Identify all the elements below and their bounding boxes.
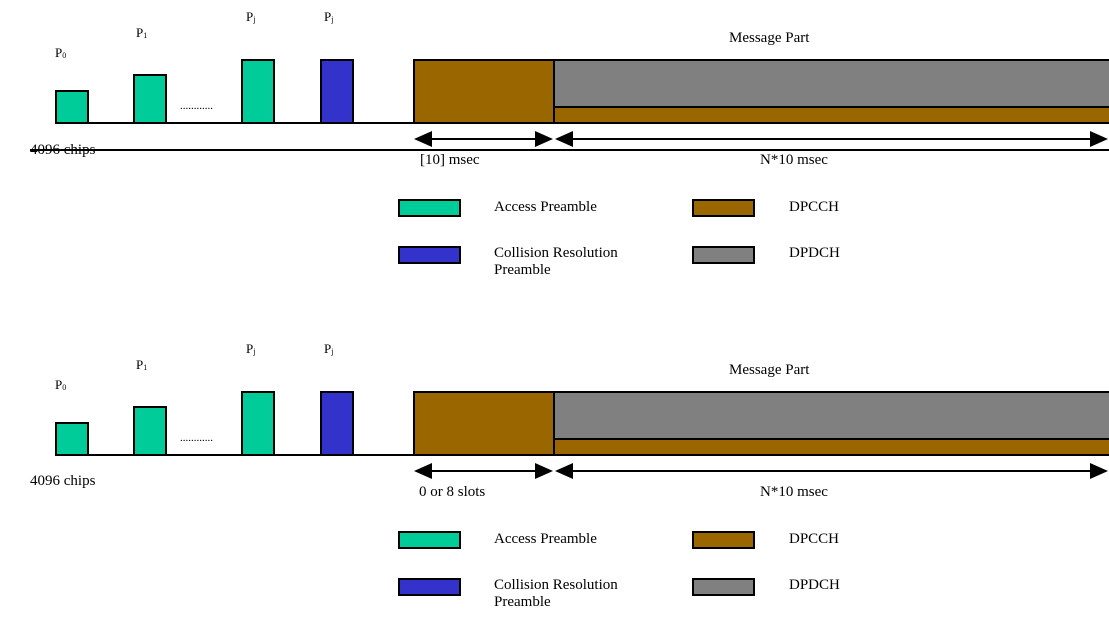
p0-label: P0 [55, 377, 67, 393]
collision-preamble-pj [320, 391, 354, 456]
second-duration-label: N*10 msec [760, 152, 828, 168]
legend-swatch-access-preamble [398, 199, 461, 217]
second-duration-label: N*10 msec [760, 484, 828, 500]
legend-label-access-preamble: Access Preamble [494, 531, 597, 547]
access-preamble-p1 [133, 406, 167, 456]
access-preamble-p1 [133, 74, 167, 124]
access-preamble-p0 [55, 90, 89, 124]
p0-label: P0 [55, 45, 67, 61]
dpcch-block-initial [413, 59, 555, 124]
legend-swatch-dpcch [692, 199, 755, 217]
ellipsis-dots: ............ [180, 100, 213, 112]
pj-label-access: Pj [246, 9, 256, 25]
legend-swatch-dpcch [692, 531, 755, 549]
access-preamble-pj [241, 59, 275, 124]
dpcch-block-initial [413, 391, 555, 456]
legend-label-dpcch: DPCCH [789, 531, 840, 547]
collision-preamble-pj [320, 59, 354, 124]
baseline-segment [165, 122, 243, 124]
baseline-segment [165, 454, 243, 456]
duration-arrows [414, 463, 1108, 479]
duration-arrows [414, 131, 1108, 147]
baseline-segment [352, 122, 416, 124]
dpdch-block [553, 59, 1109, 108]
legend-swatch-dpdch [692, 578, 755, 596]
prach-diagram-1: P0 P1 Pj Pj ............ Message Part 40… [0, 0, 1109, 300]
baseline-segment [273, 122, 321, 124]
dpcch-block [553, 106, 1109, 124]
arrow-head-right [1090, 131, 1108, 147]
arrow-head-left [414, 463, 432, 479]
access-preamble-p0 [55, 422, 89, 456]
access-preamble-pj [241, 391, 275, 456]
prach-diagram-2: P0 P1 Pj Pj ............ Message Part 40… [0, 332, 1109, 632]
baseline-segment [273, 454, 321, 456]
message-part-label: Message Part [729, 362, 810, 378]
baseline-segment [88, 454, 135, 456]
legend-swatch-dpdch [692, 246, 755, 264]
baseline-segment [88, 122, 135, 124]
arrow-head-right [535, 131, 553, 147]
p1-label: P1 [136, 357, 148, 373]
legend-label-dpcch: DPCCH [789, 199, 840, 215]
arrow-head-left [555, 131, 573, 147]
legend-swatch-collision-preamble [398, 578, 461, 596]
dpcch-block [553, 438, 1109, 456]
chips-label: 4096 chips [30, 473, 96, 489]
legend-swatch-access-preamble [398, 531, 461, 549]
pj-label-collision: Pj [324, 341, 334, 357]
message-part-label: Message Part [729, 30, 810, 46]
baseline-segment [352, 454, 416, 456]
legend-label-access-preamble: Access Preamble [494, 199, 597, 215]
arrow-head-right [1090, 463, 1108, 479]
legend-label-collision-preamble: Collision Resolution Preamble [494, 245, 618, 278]
pj-label-collision: Pj [324, 9, 334, 25]
chips-strike-line [30, 149, 1109, 151]
ellipsis-dots: ............ [180, 432, 213, 444]
arrow-head-right [535, 463, 553, 479]
legend-swatch-collision-preamble [398, 246, 461, 264]
legend-label-dpdch: DPDCH [789, 577, 840, 593]
p1-label: P1 [136, 25, 148, 41]
dpdch-block [553, 391, 1109, 440]
legend-label-dpdch: DPDCH [789, 245, 840, 261]
arrow-head-left [555, 463, 573, 479]
legend-label-collision-preamble: Collision Resolution Preamble [494, 577, 618, 610]
first-duration-label: [10] msec [420, 152, 480, 168]
arrow-head-left [414, 131, 432, 147]
first-duration-label: 0 or 8 slots [419, 484, 486, 500]
pj-label-access: Pj [246, 341, 256, 357]
